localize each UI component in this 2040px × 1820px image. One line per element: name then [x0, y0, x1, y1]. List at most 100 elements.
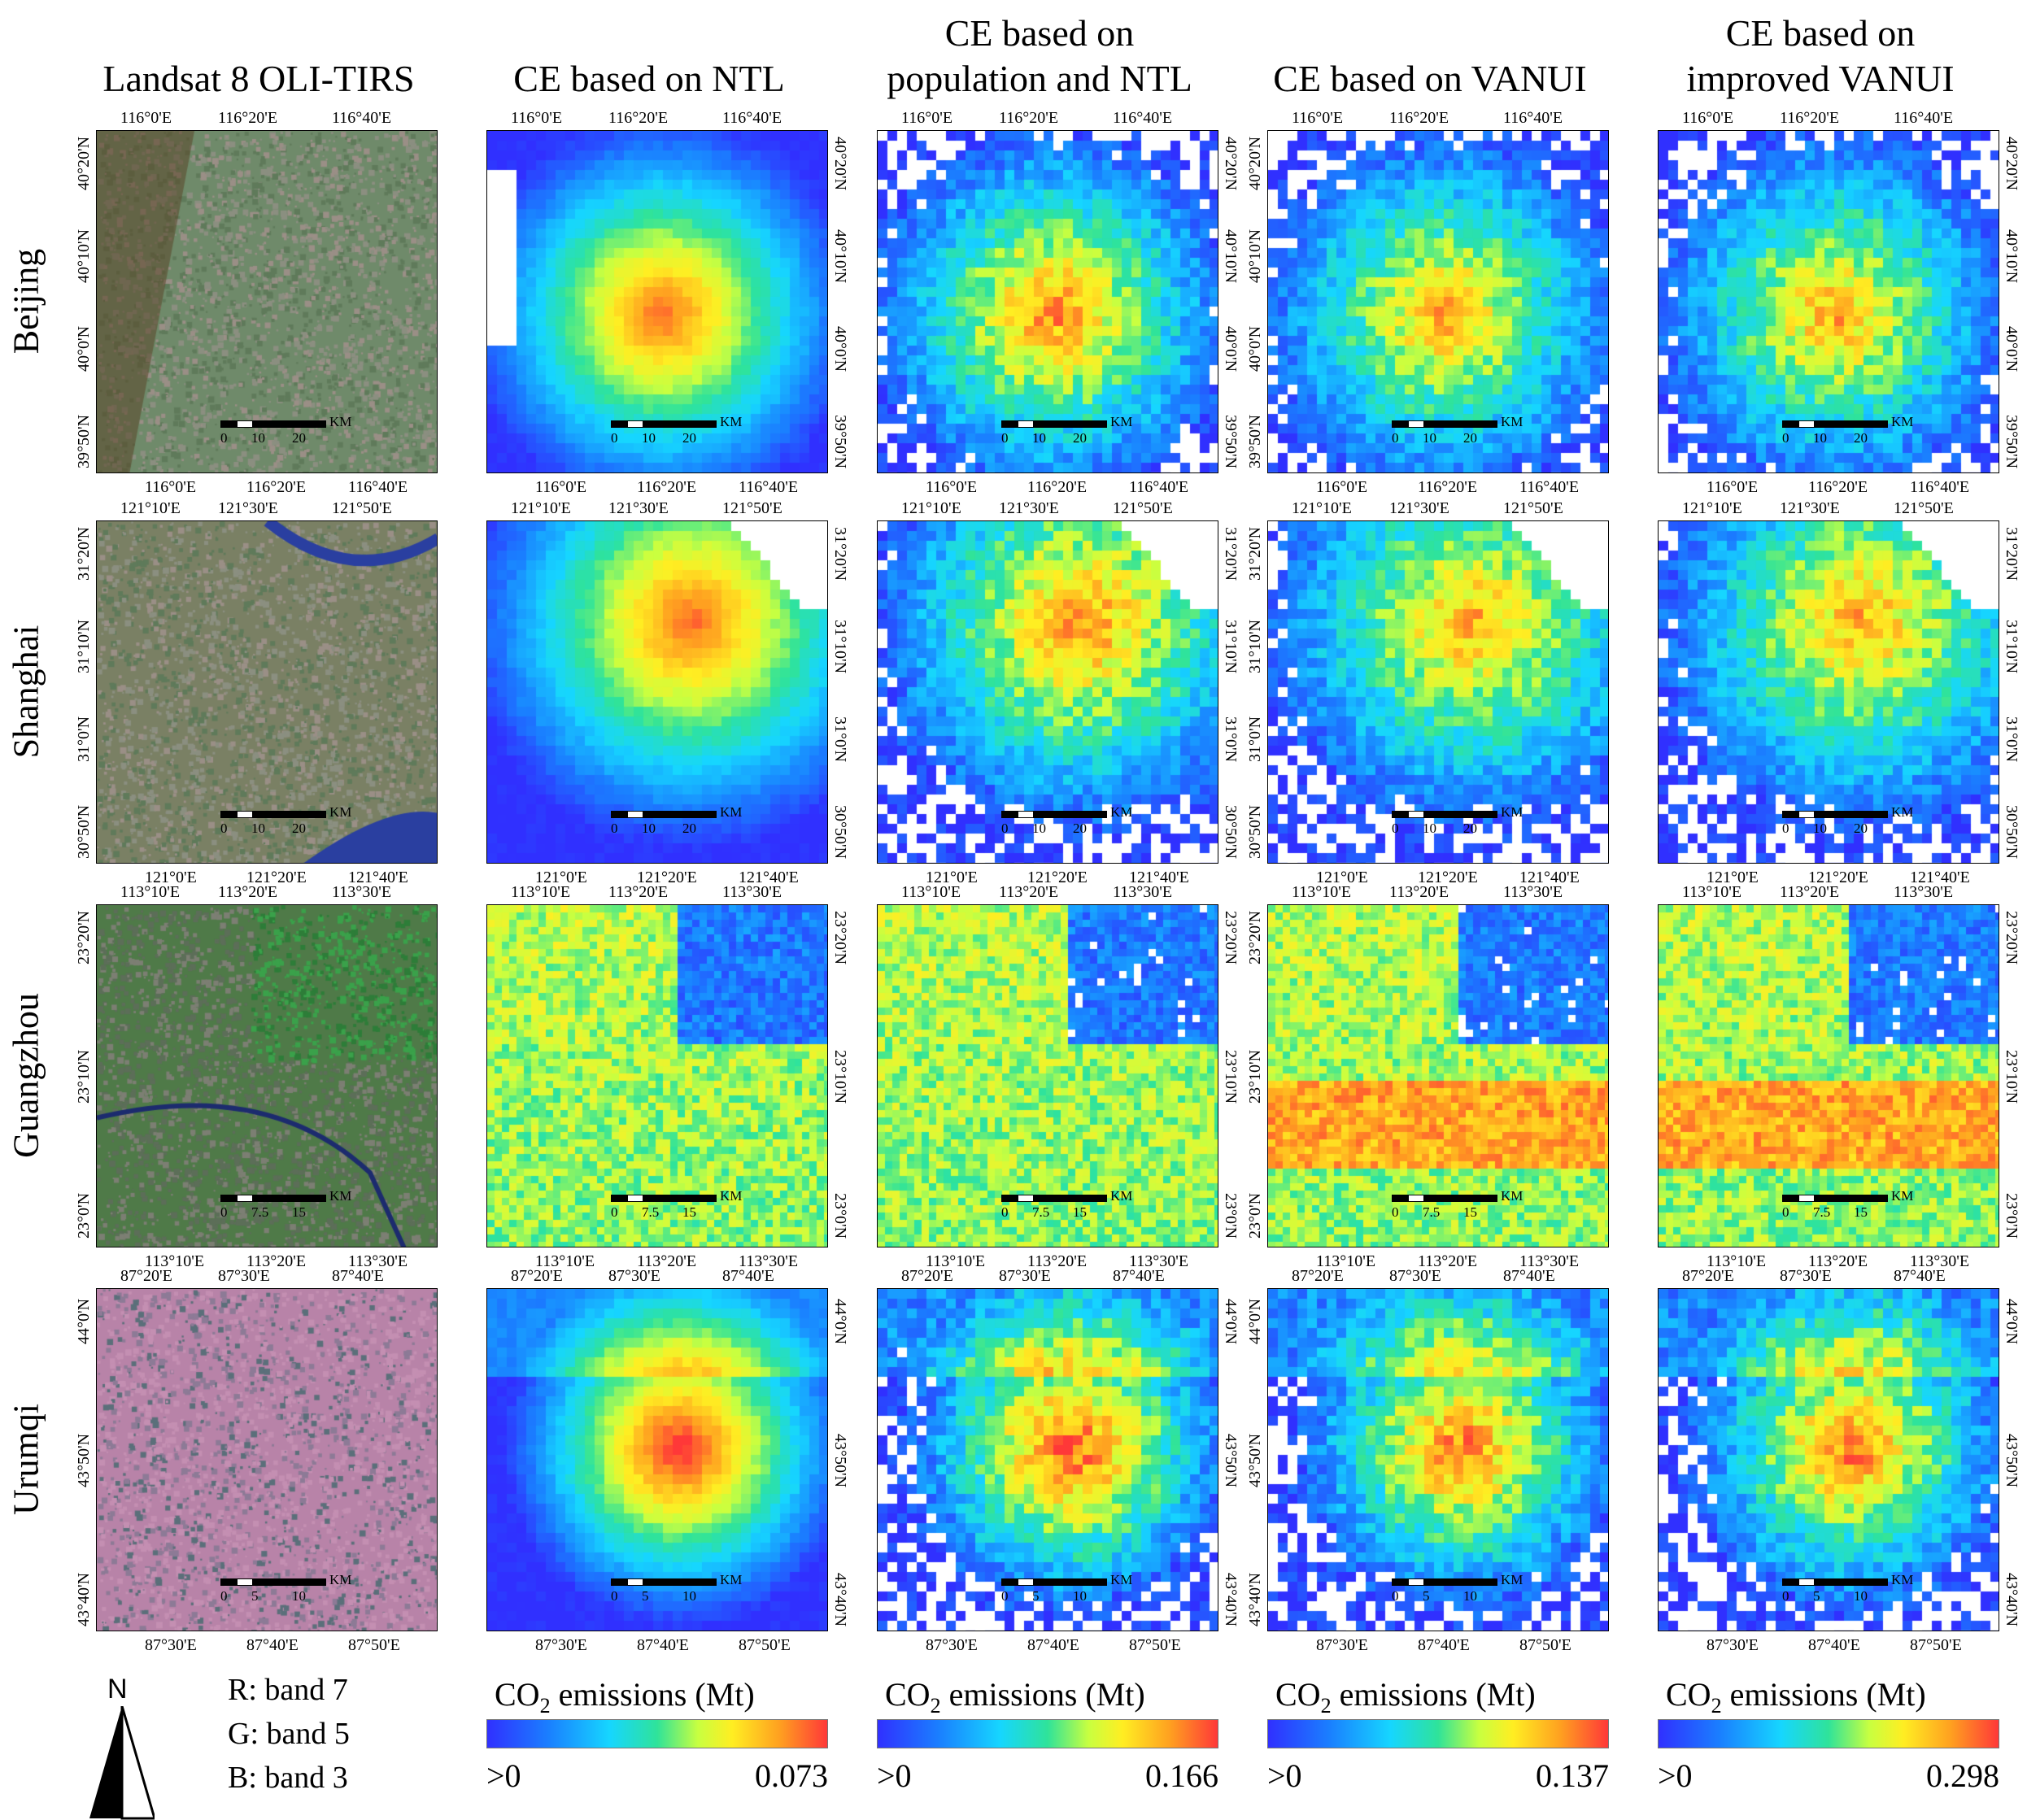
- bottom-tick-label: 121°0'E: [926, 869, 978, 886]
- scale-segment: [661, 1578, 717, 1586]
- right-tick-label: 30°50'N: [1222, 804, 1240, 860]
- scale-bar: KM 0 10 20: [1392, 414, 1523, 456]
- left-tick-label: 31°20'N: [1246, 526, 1264, 581]
- scale-segment: [1782, 1195, 1798, 1202]
- right-tick-label: 23°10'N: [2003, 1049, 2020, 1104]
- map-raster: [487, 131, 827, 472]
- co-text: CO: [495, 1676, 540, 1713]
- map-raster: [487, 521, 827, 863]
- colorbar-max-4: 0.298: [1926, 1757, 1999, 1794]
- scale-segment: [1815, 1195, 1833, 1202]
- bottom-tick-label: 116°20'E: [246, 478, 307, 496]
- bottom-tick-label: 121°40'E: [348, 869, 408, 886]
- co-subscript: 2: [1711, 1694, 1722, 1718]
- band-legend-3: B: band 3: [228, 1761, 348, 1795]
- scale-segment: [220, 1195, 237, 1202]
- map-panel-urumqi-col5: KM 0 5 10: [1658, 1288, 1999, 1631]
- top-tick-label: 121°10'E: [1682, 499, 1742, 517]
- bottom-tick-label: 121°0'E: [145, 869, 197, 886]
- scale-label: 20: [1854, 430, 1868, 446]
- map-raster: [1659, 521, 1999, 863]
- right-tick-label: 23°20'N: [831, 910, 849, 965]
- scale-label: 0: [220, 1588, 228, 1604]
- scale-unit: KM: [1891, 804, 1914, 820]
- scale-label: 0: [1782, 1588, 1789, 1604]
- co-subscript: 2: [1320, 1694, 1332, 1718]
- bottom-tick-label: 121°40'E: [1129, 869, 1189, 886]
- scale-label: 0: [220, 821, 228, 836]
- scale-label: 5: [1423, 1588, 1430, 1604]
- colorbar-title-4: CO2 emissions (Mt): [1666, 1675, 1926, 1718]
- scale-unit: KM: [1110, 804, 1133, 820]
- right-tick-label: 31°20'N: [1222, 526, 1240, 581]
- bottom-tick-label: 113°10'E: [1316, 1252, 1376, 1270]
- scale-label: 10: [1073, 1588, 1087, 1604]
- bottom-tick-label: 113°10'E: [926, 1252, 986, 1270]
- north-label: N: [107, 1674, 128, 1705]
- map-raster: [1268, 521, 1608, 863]
- scale-unit: KM: [1501, 1188, 1523, 1204]
- left-tick-label: 23°0'N: [75, 1192, 93, 1239]
- scale-segment: [1442, 420, 1497, 428]
- map-raster: [97, 521, 437, 863]
- scale-bar: KM 0 10 20: [220, 414, 351, 456]
- bottom-tick-label: 121°20'E: [1027, 869, 1088, 886]
- scale-bar: KM 0 10 20: [1001, 804, 1132, 847]
- scale-label: 10: [1032, 430, 1046, 446]
- left-tick-label: 43°50'N: [75, 1433, 93, 1488]
- map-panel-beijing-col2: KM 0 10 20: [486, 130, 828, 473]
- emissions-unit: emissions (Mt): [1721, 1676, 1926, 1713]
- scale-segment: [271, 811, 326, 818]
- scale-label: 10: [1032, 821, 1046, 836]
- scale-segment: [627, 420, 643, 428]
- scale-bar: KM 0 10 20: [611, 804, 742, 847]
- scale-segment: [1392, 420, 1408, 428]
- top-tick-label: 87°40'E: [1503, 1267, 1555, 1285]
- bottom-tick-label: 113°20'E: [637, 1252, 697, 1270]
- bottom-tick-label: 116°20'E: [1027, 478, 1088, 496]
- emissions-unit: emissions (Mt): [1331, 1676, 1536, 1713]
- scale-segment: [1833, 420, 1888, 428]
- top-tick-label: 116°20'E: [608, 109, 669, 127]
- map-raster: [97, 1289, 437, 1631]
- colorbar-min-1: >0: [486, 1757, 521, 1794]
- map-panel-shanghai-col5: KM 0 10 20: [1658, 520, 1999, 864]
- scale-unit: KM: [1891, 1572, 1914, 1587]
- scale-label: 0: [220, 1204, 228, 1220]
- scale-unit: KM: [1891, 414, 1914, 429]
- top-tick-label: 121°30'E: [218, 499, 278, 517]
- bottom-tick-label: 121°40'E: [1910, 869, 1970, 886]
- row-label-beijing: Beijing: [6, 248, 46, 355]
- scale-segment: [627, 1195, 643, 1202]
- scale-label: 10: [251, 821, 265, 836]
- right-tick-label: 23°10'N: [831, 1049, 849, 1104]
- column-title-1: Landsat 8 OLI-TIRS: [102, 58, 415, 99]
- bottom-tick-label: 87°30'E: [145, 1636, 197, 1654]
- scale-unit: KM: [329, 1188, 352, 1204]
- right-tick-label: 23°0'N: [831, 1192, 849, 1239]
- scale-bar: KM 0 7.5 15: [1001, 1188, 1132, 1230]
- scale-segment: [611, 1195, 627, 1202]
- scale-label: 20: [1463, 430, 1477, 446]
- top-tick-label: 87°40'E: [332, 1267, 384, 1285]
- scale-segment: [1052, 1578, 1107, 1586]
- scale-bar: KM 0 7.5 15: [1782, 1188, 1913, 1230]
- map-raster: [878, 905, 1218, 1247]
- scale-label: 10: [642, 430, 656, 446]
- bottom-tick-label: 121°40'E: [1519, 869, 1580, 886]
- scale-label: 7.5: [1032, 1204, 1050, 1220]
- top-tick-label: 116°20'E: [218, 109, 278, 127]
- scale-label: 0: [611, 1588, 618, 1604]
- scale-segment: [1034, 1578, 1052, 1586]
- map-panel-urumqi-col2: KM 0 5 10: [486, 1288, 828, 1631]
- co-subscript: 2: [539, 1694, 551, 1718]
- right-tick-label: 31°0'N: [2003, 716, 2020, 763]
- top-tick-label: 87°30'E: [608, 1267, 660, 1285]
- scale-label: 0: [1001, 821, 1009, 836]
- top-tick-label: 113°20'E: [218, 883, 278, 901]
- top-tick-label: 121°50'E: [1503, 499, 1563, 517]
- scale-segment: [253, 1578, 271, 1586]
- bottom-tick-label: 116°40'E: [1519, 478, 1580, 496]
- scale-segment: [1018, 1578, 1034, 1586]
- bottom-tick-label: 113°30'E: [1519, 1252, 1580, 1270]
